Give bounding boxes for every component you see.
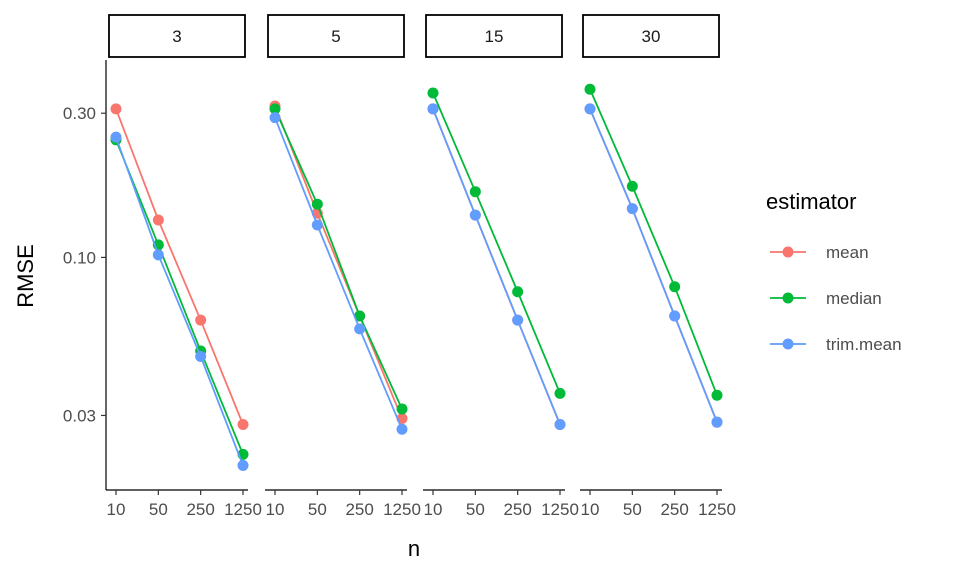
data-point-median — [311, 198, 323, 210]
facet-panel: 30 10 50 250 1250 — [580, 14, 736, 519]
series-line-trim-mean — [274, 117, 403, 430]
data-point-mean — [237, 419, 249, 431]
data-point-median — [354, 310, 366, 322]
facet-strip-label: 15 — [485, 27, 504, 46]
data-point-trim-mean — [311, 219, 323, 231]
x-tick-label: 1250 — [224, 500, 262, 519]
x-tick-label: 50 — [308, 500, 327, 519]
series-line-mean — [274, 105, 403, 419]
series-line-trim-mean — [432, 108, 561, 425]
series-line-median — [589, 88, 718, 396]
data-point-trim-mean — [669, 310, 681, 322]
y-tick-label: 0.03 — [63, 406, 96, 425]
legend-label: median — [826, 289, 882, 308]
legend-key-point — [782, 246, 794, 258]
facet-strip — [582, 14, 720, 58]
x-tick-label: 10 — [107, 500, 126, 519]
x-tick-label: 50 — [623, 500, 642, 519]
facet-panel: 3 10 50 250 1250 — [106, 14, 262, 519]
data-point-median — [427, 87, 439, 99]
x-tick-label: 250 — [503, 500, 531, 519]
facet-strip-label: 30 — [642, 27, 661, 46]
series-line-median — [432, 92, 561, 394]
data-point-median — [269, 103, 281, 115]
data-point-trim-mean — [469, 209, 481, 221]
legend-item-trim-mean: trim.mean — [770, 335, 902, 354]
x-axis-title: n — [408, 536, 420, 561]
data-point-median — [626, 180, 638, 192]
data-point-median — [669, 281, 681, 293]
data-point-trim-mean — [269, 112, 281, 124]
x-tick-label: 10 — [266, 500, 285, 519]
data-point-trim-mean — [396, 423, 408, 435]
data-point-trim-mean — [195, 351, 207, 363]
y-axis-title: RMSE — [13, 244, 38, 308]
x-tick-label: 50 — [466, 500, 485, 519]
data-point-trim-mean — [554, 419, 566, 431]
data-point-median — [396, 403, 408, 415]
data-point-trim-mean — [711, 416, 723, 428]
data-point-median — [584, 83, 596, 95]
data-point-trim-mean — [237, 459, 249, 471]
data-point-mean — [195, 314, 207, 326]
legend-title: estimator — [766, 189, 856, 214]
data-point-trim-mean — [584, 103, 596, 115]
data-point-trim-mean — [427, 103, 439, 115]
x-tick-label: 250 — [660, 500, 688, 519]
legend-label: mean — [826, 243, 869, 262]
series-line-trim-mean — [115, 136, 244, 466]
y-tick-label: 0.30 — [63, 104, 96, 123]
legend-key-point — [782, 292, 794, 304]
data-point-trim-mean — [110, 131, 122, 143]
data-point-median — [554, 387, 566, 399]
facet-strip — [425, 14, 563, 58]
data-point-median — [469, 186, 481, 198]
data-point-trim-mean — [354, 323, 366, 335]
x-tick-label: 250 — [186, 500, 214, 519]
y-axis: 0.03 0.10 0.30 — [63, 60, 107, 490]
facet-strip — [108, 14, 246, 58]
y-tick-label: 0.10 — [63, 248, 96, 267]
x-tick-label: 1250 — [698, 500, 736, 519]
data-point-mean — [152, 214, 164, 226]
facet-panels: 3 10 50 250 1250 5 10 50 250 1250 15 10 50 250 1250 30 1… — [106, 14, 736, 519]
series-line-median — [274, 108, 403, 410]
facet-panel: 15 10 50 250 1250 — [423, 14, 579, 519]
series-line-mean — [115, 108, 244, 425]
legend-item-mean: mean — [770, 243, 869, 262]
legend-label: trim.mean — [826, 335, 902, 354]
data-point-median — [711, 389, 723, 401]
data-point-trim-mean — [512, 314, 524, 326]
x-tick-label: 10 — [424, 500, 443, 519]
facet-strip — [267, 14, 405, 58]
legend-key-point — [782, 338, 794, 350]
series-line-median — [115, 139, 244, 455]
facet-strip-label: 3 — [172, 27, 181, 46]
x-tick-label: 10 — [581, 500, 600, 519]
data-point-trim-mean — [152, 249, 164, 261]
x-tick-label: 50 — [149, 500, 168, 519]
legend-item-median: median — [770, 289, 882, 308]
x-tick-label: 1250 — [541, 500, 579, 519]
facet-strip-label: 5 — [331, 27, 340, 46]
facet-panel: 5 10 50 250 1250 — [265, 14, 421, 519]
series-line-trim-mean — [589, 108, 718, 423]
data-point-median — [512, 286, 524, 298]
x-tick-label: 250 — [345, 500, 373, 519]
data-point-mean — [110, 103, 122, 115]
data-point-trim-mean — [626, 203, 638, 215]
x-tick-label: 1250 — [383, 500, 421, 519]
legend: estimator mean median trim.mean — [766, 189, 902, 354]
